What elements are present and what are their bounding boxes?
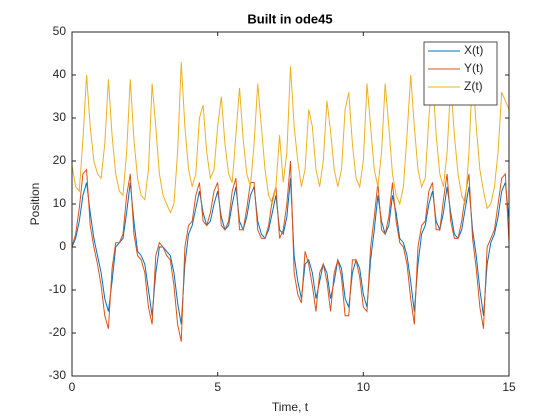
chart-title: Built in ode45 — [247, 11, 332, 26]
x-tick-label: 5 — [214, 380, 221, 394]
legend-label: Z(t) — [464, 79, 483, 93]
y-tick-label: 0 — [59, 239, 66, 253]
y-tick-label: -20 — [49, 325, 67, 339]
legend-label: Y(t) — [464, 61, 483, 75]
x-tick-label: 0 — [69, 380, 76, 394]
legend-box — [423, 41, 498, 106]
x-axis-label: Time, t — [272, 400, 309, 414]
y-tick-label: 30 — [53, 110, 67, 124]
y-tick-label: -30 — [49, 368, 67, 382]
x-tick-label: 10 — [357, 380, 371, 394]
series-line — [71, 62, 510, 214]
y-tick-label: -10 — [49, 282, 67, 296]
y-tick-label: 10 — [53, 196, 67, 210]
series-line — [71, 178, 510, 325]
plot-frame — [71, 31, 510, 377]
y-tick-label: 40 — [53, 67, 67, 81]
series-line — [71, 160, 510, 342]
y-tick-label: 20 — [53, 153, 67, 167]
y-axis-label: Position — [28, 183, 42, 226]
y-tick-label: 50 — [53, 24, 67, 38]
legend-label: X(t) — [464, 43, 483, 57]
x-tick-label: 15 — [502, 380, 516, 394]
